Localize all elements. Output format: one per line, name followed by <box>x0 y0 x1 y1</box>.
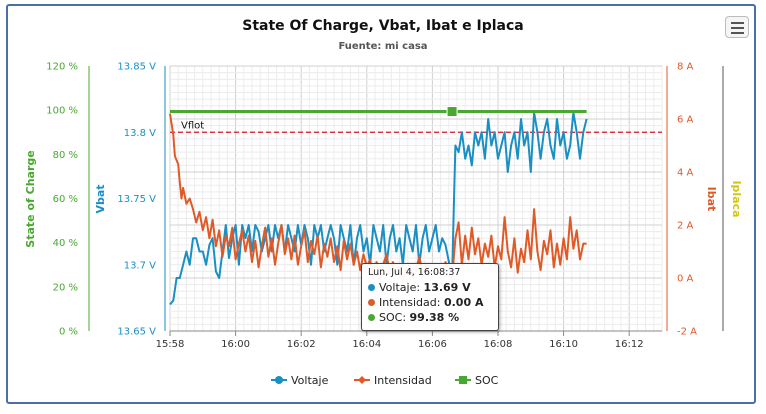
x-tick-label: 16:06 <box>418 339 447 350</box>
soc-hover-marker[interactable] <box>446 106 458 118</box>
tooltip-header: Lun, Jul 4, 16:08:37 <box>368 267 461 278</box>
tooltip-row-intensidad: Intensidad: 0.00 A <box>368 295 492 310</box>
hamburger-icon <box>731 27 744 29</box>
vbat-tick-label: 13.65 V <box>117 327 156 338</box>
legend-label-soc[interactable]: SOC <box>475 374 499 387</box>
legend-circle-icon <box>275 376 283 384</box>
soc-tick-label: 100 % <box>46 106 78 117</box>
legend-square-icon <box>459 376 467 384</box>
ibat-tick-label: -2 A <box>677 327 697 338</box>
x-tick-label: 16:08 <box>484 339 513 350</box>
legend[interactable]: Voltaje Intensidad SOC <box>271 374 499 387</box>
vbat-tick-label: 13.75 V <box>117 194 156 205</box>
tooltip-label: SOC: <box>379 311 410 324</box>
legend-label-intensidad[interactable]: Intensidad <box>374 374 432 387</box>
soc-tick-label: 80 % <box>53 150 78 161</box>
ibat-tick-label: 4 A <box>677 168 694 179</box>
soc-tick-label: 120 % <box>46 62 78 73</box>
ibat-axis-title: Ibat <box>705 187 718 212</box>
intensidad-dot-icon <box>368 299 375 306</box>
x-tick-label: 16:00 <box>221 339 250 350</box>
chart-subtitle: Fuente: mi casa <box>338 41 427 52</box>
legend-diamond-icon <box>358 376 366 384</box>
tooltip-label: Voltaje: <box>379 281 424 294</box>
ibat-tick-label: 2 A <box>677 221 694 232</box>
tooltip-value: 13.69 V <box>423 281 471 294</box>
chart-title: State Of Charge, Vbat, Ibat e Iplaca <box>242 18 523 34</box>
vflot-label: Vflot <box>181 120 204 131</box>
hamburger-icon <box>731 22 744 24</box>
ibat-tick-label: 8 A <box>677 62 694 73</box>
tooltip-value: 0.00 A <box>443 296 484 309</box>
soc-tick-label: 20 % <box>53 282 78 293</box>
vbat-tick-label: 13.7 V <box>124 260 156 271</box>
vbat-tick-label: 13.8 V <box>124 128 156 139</box>
x-tick-label: 16:10 <box>549 339 578 350</box>
tooltip-label: Intensidad: <box>379 296 444 309</box>
voltaje-dot-icon <box>368 284 375 291</box>
iplaca-axis-title: Iplaca <box>730 180 743 217</box>
axes: 15:58 16:00 16:02 16:04 16:06 16:08 16:10 16:12… <box>24 62 743 351</box>
soc-dot-icon <box>368 314 375 321</box>
tooltip: Lun, Jul 4, 16:08:37 Voltaje: 13.69 V In… <box>361 263 499 331</box>
hamburger-icon <box>731 32 744 34</box>
vbat-axis-title: Vbat <box>94 184 107 213</box>
x-tick-label: 15:58 <box>156 339 185 350</box>
soc-axis-title: State of Charge <box>24 150 37 247</box>
ibat-tick-label: 0 A <box>677 274 694 285</box>
x-tick-label: 16:12 <box>615 339 644 350</box>
x-tick-label: 16:02 <box>287 339 316 350</box>
soc-tick-label: 40 % <box>53 238 78 249</box>
vbat-tick-label: 13.85 V <box>117 62 156 73</box>
chart-menu-button[interactable] <box>725 16 749 38</box>
ibat-tick-label: 6 A <box>677 115 694 126</box>
x-tick-label: 16:04 <box>352 339 381 350</box>
tooltip-value: 99.38 % <box>409 311 460 324</box>
series-line-voltaje[interactable] <box>169 111 588 306</box>
tooltip-row-soc: SOC: 99.38 % <box>368 310 492 325</box>
legend-label-voltaje[interactable]: Voltaje <box>291 374 329 387</box>
tooltip-row-voltaje: Voltaje: 13.69 V <box>368 280 492 295</box>
soc-tick-label: 0 % <box>59 327 78 338</box>
soc-tick-label: 60 % <box>53 194 78 205</box>
